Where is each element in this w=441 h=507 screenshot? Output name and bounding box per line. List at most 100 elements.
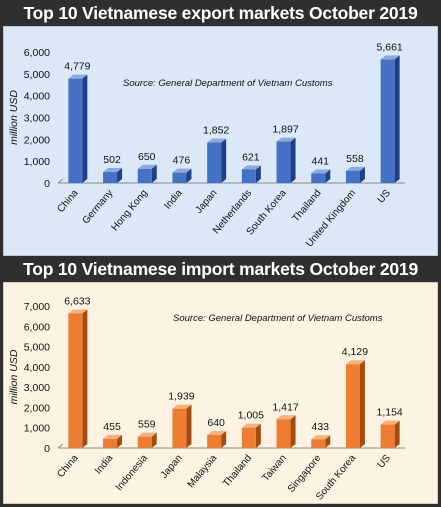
export-chart-title: Top 10 Vietnamese export markets October…: [0, 0, 441, 26]
bar-thailand: [311, 173, 326, 183]
bar-japan: [207, 142, 222, 183]
source-note: Source: General Department of Vietnam Cu…: [173, 313, 383, 324]
bar-singapore: [311, 439, 326, 448]
axis-depth-line: [57, 178, 64, 184]
y-tick-label: 0: [44, 443, 50, 455]
bar-malaysia: [207, 435, 222, 448]
y-tick-label: 2,000: [24, 134, 50, 146]
data-label: 476: [173, 155, 191, 167]
bar-side: [359, 166, 365, 183]
data-label: 455: [103, 421, 121, 433]
y-tick-label: 4,000: [24, 91, 50, 103]
bar-side: [394, 55, 400, 183]
bar-side: [325, 435, 331, 448]
y-tick-label: 0: [44, 178, 50, 190]
data-label: 1,897: [272, 124, 298, 136]
bar-top: [103, 168, 123, 173]
bar-side: [359, 360, 365, 448]
data-label: 4,779: [64, 61, 90, 73]
bar-us: [380, 59, 395, 183]
y-tick-label: 4,000: [24, 362, 50, 374]
bar-top: [345, 166, 365, 171]
bar-side: [82, 74, 88, 183]
y-tick-label: 7,000: [24, 301, 50, 313]
bar-top: [68, 309, 88, 314]
bar-top: [380, 55, 400, 60]
y-tick-label: 1,000: [24, 156, 50, 168]
y-tick-label: 5,000: [24, 342, 50, 354]
data-label: 5,661: [377, 41, 403, 53]
data-label: 502: [103, 154, 121, 166]
data-label: 1,154: [377, 407, 403, 419]
bar-top: [276, 415, 296, 420]
import-chart: 0 1,000 2,000 3,000 4,000 5,000 6,000 7,000 mill…: [3, 282, 438, 504]
y-axis-title: million USD: [8, 349, 20, 404]
bar-top: [207, 138, 227, 143]
y-tick-label: 1,000: [24, 423, 50, 435]
bar-side: [394, 420, 400, 448]
axis-depth-line: [57, 443, 64, 449]
bar-top: [345, 360, 365, 365]
bar-side: [255, 165, 261, 183]
export-chart: 0 1,000 2,000 3,000 4,000 5,000 6,000 million U…: [3, 26, 438, 256]
data-label: 558: [346, 153, 364, 165]
bar-south-korea: [345, 364, 360, 448]
bar-china: [68, 78, 83, 183]
bar-side: [151, 164, 157, 183]
bar-china: [68, 313, 83, 448]
data-label: 6,633: [64, 295, 90, 307]
bar-india: [172, 172, 187, 183]
bar-side: [221, 431, 227, 448]
bar-top: [172, 404, 192, 409]
bar-thailand: [241, 427, 256, 448]
data-label: 1,417: [272, 401, 298, 413]
bar-side: [151, 432, 157, 448]
data-label: 559: [138, 419, 156, 431]
bar-side: [82, 309, 88, 448]
y-tick-label: 6,000: [24, 47, 50, 59]
bar-top: [103, 434, 123, 439]
bar-top: [68, 74, 88, 79]
bar-top: [276, 137, 296, 142]
bar-side: [186, 168, 192, 183]
import-chart-title: Top 10 Vietnamese import markets October…: [0, 256, 441, 282]
bar-netherlands: [241, 169, 256, 183]
bar-side: [255, 423, 261, 448]
export-chart-panel: 0 1,000 2,000 3,000 4,000 5,000 6,000 million U…: [3, 26, 438, 256]
y-tick-label: 6,000: [24, 321, 50, 333]
bar-germany: [103, 172, 118, 183]
import-chart-panel: 0 1,000 2,000 3,000 4,000 5,000 6,000 7,000 mill…: [3, 282, 438, 504]
y-axis-title: million USD: [8, 90, 20, 145]
bar-top: [172, 168, 192, 173]
bar-top: [311, 435, 331, 440]
source-note: Source: General Department of Vietnam Cu…: [123, 78, 333, 89]
data-label: 433: [311, 421, 329, 433]
bar-top: [137, 164, 157, 169]
bar-side: [290, 137, 296, 183]
bar-side: [325, 169, 331, 183]
y-tick-label: 3,000: [24, 382, 50, 394]
bar-side: [290, 415, 296, 448]
bar-us: [380, 424, 395, 448]
bar-top: [311, 169, 331, 174]
bar-top: [207, 431, 227, 436]
bar-side: [117, 168, 123, 183]
bar-hong-kong: [137, 168, 152, 183]
bar-top: [380, 420, 400, 425]
data-label: 621: [242, 151, 260, 163]
data-label: 1,005: [238, 410, 264, 422]
bar-india: [103, 438, 118, 448]
y-tick-label: 3,000: [24, 113, 50, 125]
y-tick-label: 5,000: [24, 69, 50, 81]
data-label: 1,852: [203, 125, 229, 137]
bar-side: [186, 404, 192, 448]
bar-united-kingdom: [345, 170, 360, 183]
bar-taiwan: [276, 419, 291, 448]
data-label: 4,129: [342, 346, 368, 358]
bar-top: [241, 165, 261, 170]
bar-top: [137, 432, 157, 437]
bar-indonesia: [137, 436, 152, 448]
bar-japan: [172, 408, 187, 448]
bar-south-korea: [276, 141, 291, 183]
bar-top: [241, 423, 261, 428]
